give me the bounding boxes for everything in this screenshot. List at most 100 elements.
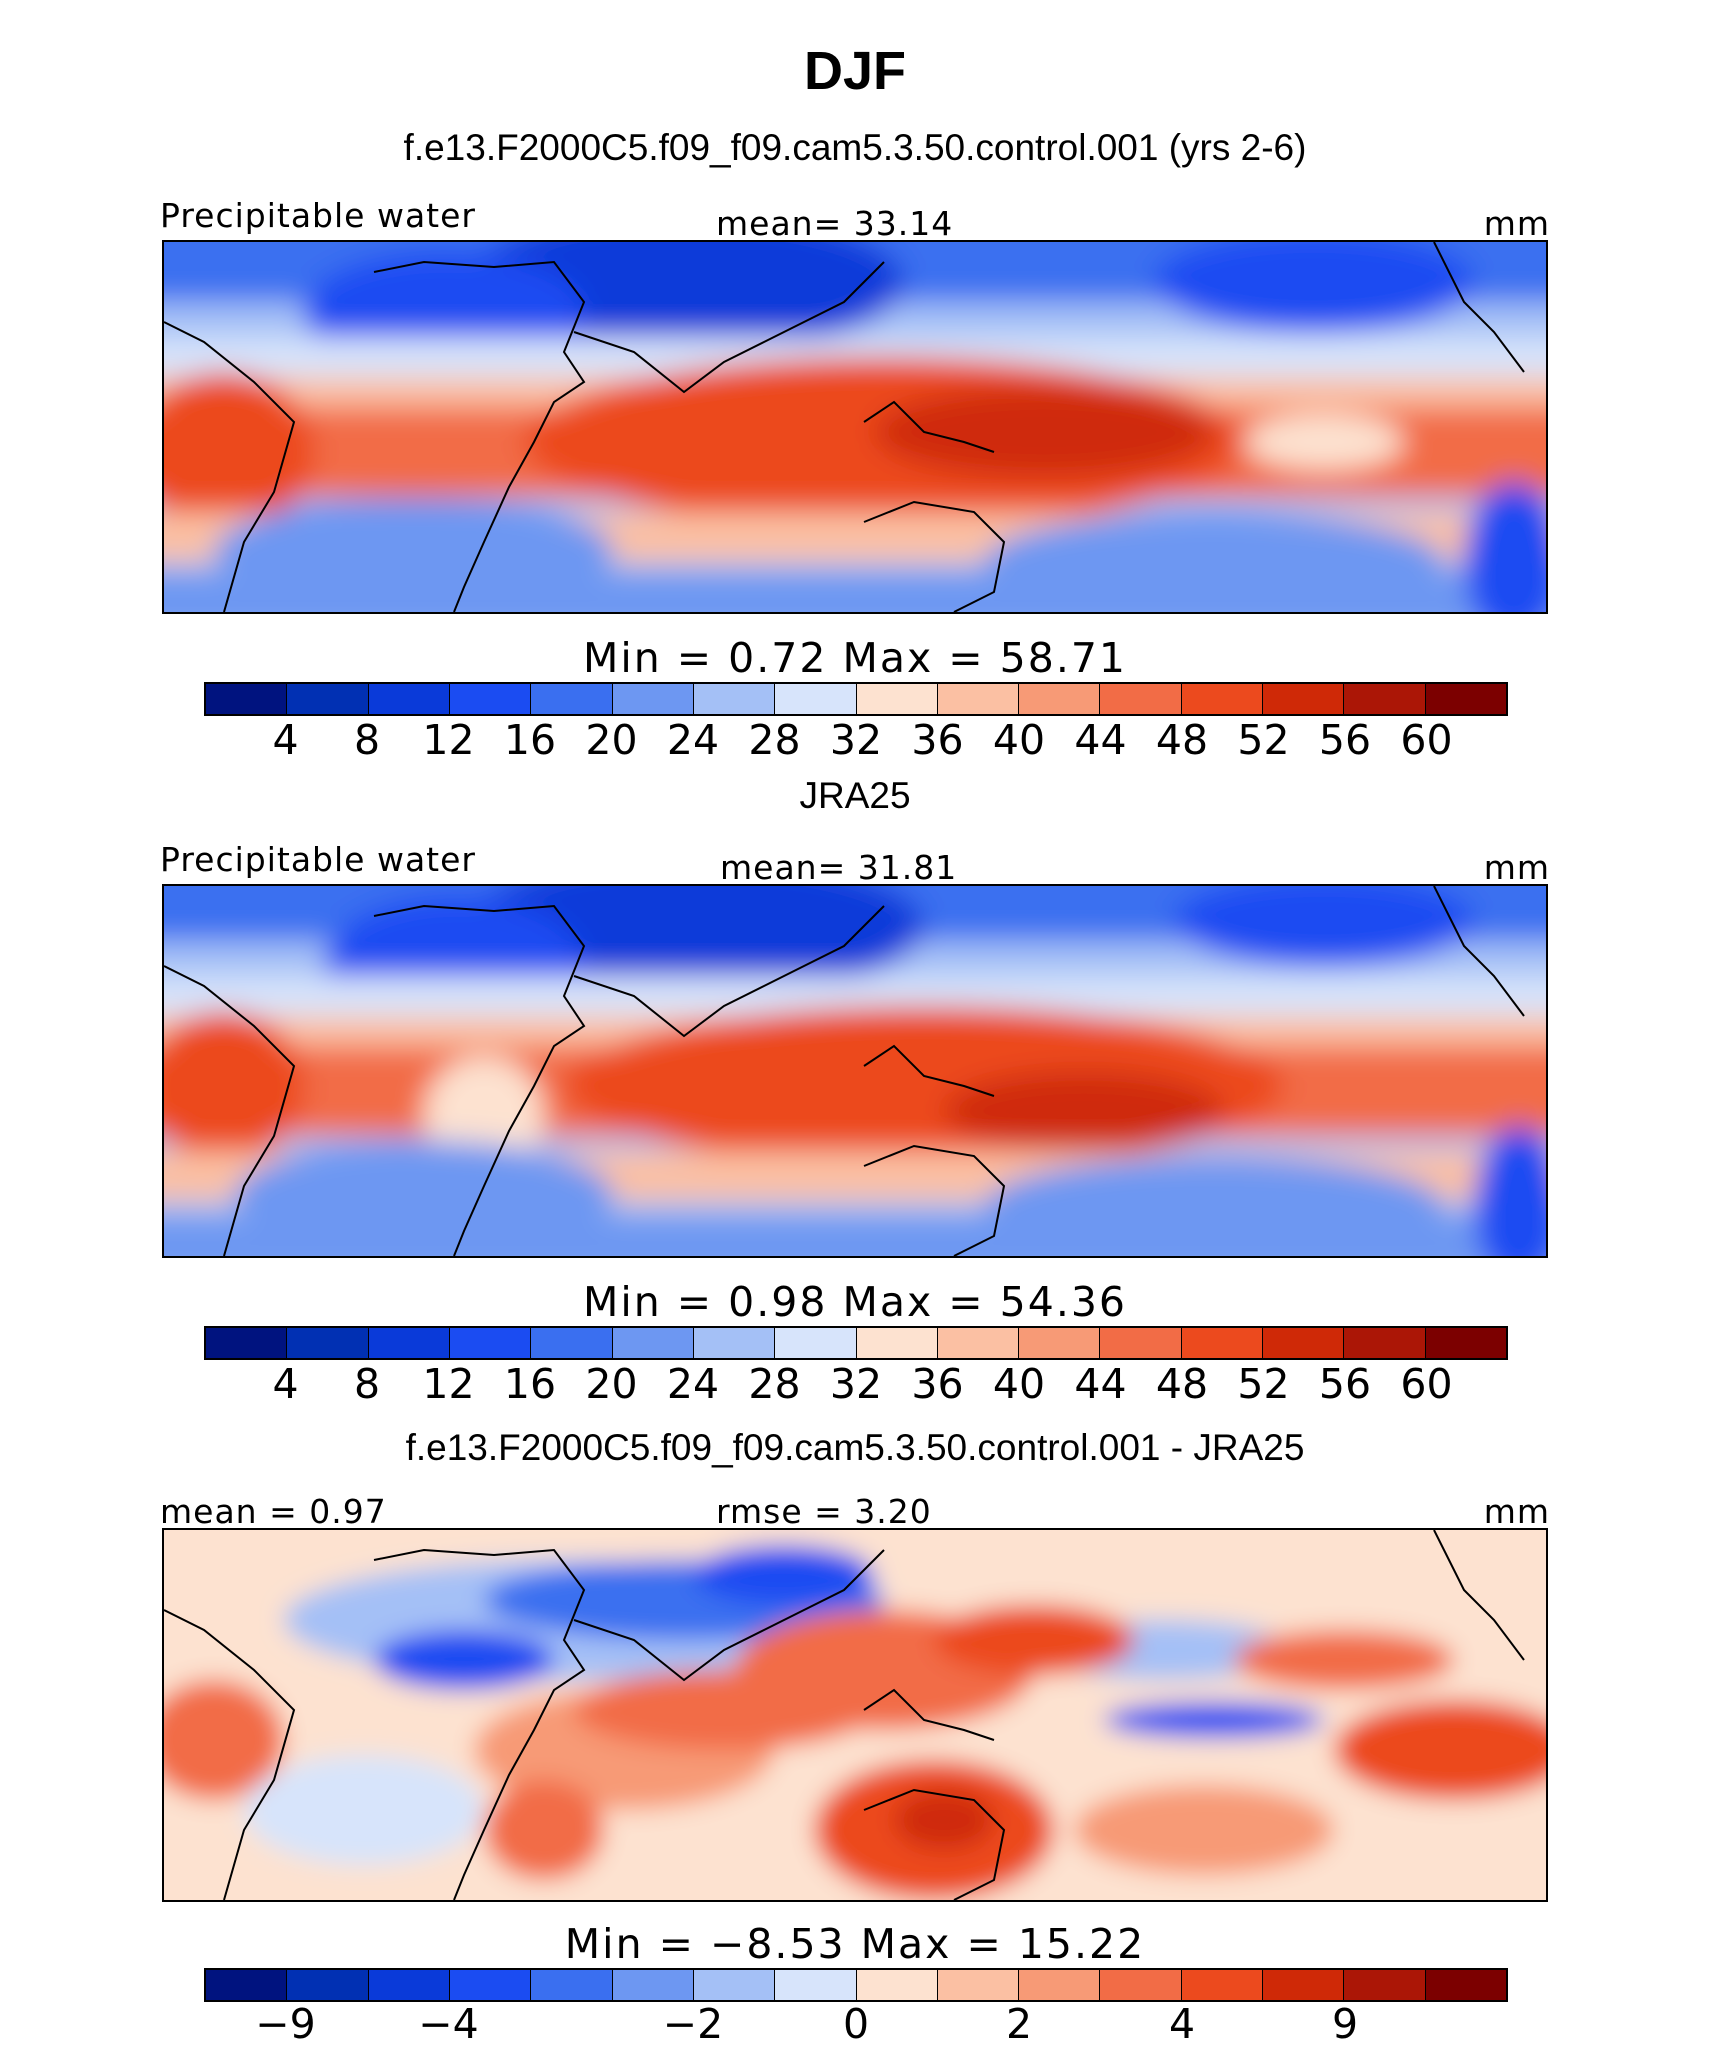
colorbar-tick-label: 32 [829, 716, 883, 764]
colorbar-swatch [856, 1328, 938, 1358]
panel-3-title: f.e13.F2000C5.f09_f09.cam5.3.50.control.… [405, 1427, 1305, 1468]
colorbar-swatch [937, 684, 1020, 714]
colorbar-swatch [368, 1328, 450, 1358]
colorbar-swatch [693, 684, 776, 714]
colorbar-tick-label: 56 [1318, 1360, 1372, 1408]
colorbar-tick-label: 36 [911, 1360, 964, 1408]
panel-3-map-svg [164, 1530, 1546, 1900]
colorbar-swatch [612, 1328, 694, 1358]
panel-2-colorbar [204, 1326, 1508, 1360]
panel-1-map [162, 240, 1548, 614]
colorbar-swatch [1425, 684, 1506, 714]
colorbar-tick-label: 2 [1005, 2000, 1033, 2048]
colorbar-tick-label: 60 [1400, 1360, 1453, 1408]
panel-1-mean-label: mean= 33.14 [716, 204, 954, 243]
colorbar-swatch [287, 684, 369, 714]
colorbar-swatch [1181, 1328, 1264, 1358]
panel-1-min-max: Min = 0.72 Max = 58.71 [582, 634, 1128, 682]
panel-2-title: JRA25 [799, 775, 911, 816]
colorbar-swatch [287, 1328, 369, 1358]
colorbar-tick-label: 4 [1168, 2000, 1196, 2048]
colorbar-tick-label: 20 [585, 716, 638, 764]
colorbar-tick-label: 12 [422, 716, 475, 764]
colorbar-tick-label: 44 [1074, 1360, 1127, 1408]
colorbar-swatch [693, 1328, 776, 1358]
colorbar-tick-label: 60 [1400, 716, 1453, 764]
figure-title: DJF [803, 41, 906, 101]
colorbar-swatch [206, 1970, 288, 2000]
colorbar-swatch [1344, 1970, 1426, 2000]
colorbar-swatch [531, 1328, 613, 1358]
colorbar-swatch [531, 684, 613, 714]
colorbar-tick-label: 4 [272, 1360, 299, 1408]
colorbar-tick-label: 20 [585, 1360, 638, 1408]
colorbar-swatch [1263, 684, 1345, 714]
panel-3-colorbar [204, 1968, 1508, 2002]
panel-1-colorbar [204, 682, 1508, 716]
panel-2-mean-label: mean= 31.81 [720, 848, 958, 887]
colorbar-tick-label: 40 [992, 716, 1046, 764]
colorbar-swatch [1344, 1328, 1426, 1358]
colorbar-tick-label: −9 [255, 2000, 316, 2048]
colorbar-tick-label: 9 [1331, 2000, 1359, 2048]
colorbar-swatch [775, 684, 857, 714]
colorbar-tick-label: 24 [666, 716, 720, 764]
panel-2-min-max: Min = 0.98 Max = 54.36 [582, 1278, 1128, 1326]
panel-3-mean-label: mean = 0.97 [160, 1492, 387, 1531]
panel-2-colorbar-ticks: 4 8 12 16 20 24 28 32 36 40 44 48 52 56 60 [204, 1360, 1508, 1410]
colorbar-swatch [1425, 1328, 1506, 1358]
colorbar-tick-label: 28 [748, 716, 801, 764]
colorbar-tick-label: 56 [1318, 716, 1372, 764]
colorbar-tick-label: 48 [1155, 1360, 1209, 1408]
colorbar-tick-label: 52 [1237, 1360, 1290, 1408]
colorbar-swatch [612, 1970, 694, 2000]
panel-1-map-svg [164, 242, 1546, 612]
colorbar-swatch [1100, 1970, 1182, 2000]
colorbar-swatch [206, 684, 288, 714]
panel-1-field-label: Precipitable water [160, 196, 476, 235]
panel-3-rmse-label: rmse = 3.20 [716, 1492, 932, 1531]
colorbar-swatch [775, 1328, 857, 1358]
panel-1-colorbar-ticks: 4 8 12 16 20 24 28 32 36 40 44 48 52 56 60 [204, 716, 1508, 766]
colorbar-swatch [856, 684, 938, 714]
colorbar-tick-label: −4 [418, 2000, 479, 2048]
colorbar-tick-label: 8 [353, 1360, 381, 1408]
colorbar-tick-label: 16 [503, 1360, 557, 1408]
panel-3-map [162, 1528, 1548, 1902]
colorbar-tick-label: 4 [272, 716, 299, 764]
colorbar-tick-label: −2 [662, 2000, 724, 2048]
colorbar-tick-label: 44 [1074, 716, 1127, 764]
panel-3-min-max: Min = −8.53 Max = 15.22 [564, 1920, 1146, 1968]
colorbar-swatch [1019, 684, 1101, 714]
colorbar-swatch [1263, 1328, 1345, 1358]
colorbar-swatch [1100, 684, 1182, 714]
colorbar-swatch [449, 1328, 532, 1358]
colorbar-tick-label: 16 [503, 716, 557, 764]
colorbar-swatch [612, 684, 694, 714]
colorbar-swatch [856, 1970, 938, 2000]
colorbar-tick-label: 40 [992, 1360, 1046, 1408]
panel-1-title: f.e13.F2000C5.f09_f09.cam5.3.50.control.… [403, 127, 1307, 168]
panel-2-field-label: Precipitable water [160, 840, 476, 879]
colorbar-tick-label: 0 [842, 2000, 870, 2048]
colorbar-tick-label: 48 [1155, 716, 1209, 764]
colorbar-swatch [1019, 1970, 1101, 2000]
panel-1-units-label: mm [1483, 204, 1550, 243]
colorbar-tick-label: 24 [666, 1360, 720, 1408]
panel-3-units-label: mm [1483, 1492, 1550, 1531]
colorbar-tick-label: 36 [911, 716, 964, 764]
colorbar-swatch [937, 1328, 1020, 1358]
colorbar-swatch [775, 1970, 857, 2000]
colorbar-swatch [449, 684, 532, 714]
colorbar-swatch [1181, 684, 1264, 714]
colorbar-swatch [1100, 1328, 1182, 1358]
colorbar-tick-label: 12 [422, 1360, 475, 1408]
colorbar-swatch [1344, 684, 1426, 714]
panel-2-map-svg [164, 886, 1546, 1256]
colorbar-swatch [1425, 1970, 1506, 2000]
colorbar-swatch [937, 1970, 1020, 2000]
colorbar-swatch [1181, 1970, 1264, 2000]
colorbar-swatch [531, 1970, 613, 2000]
colorbar-swatch [1263, 1970, 1345, 2000]
colorbar-swatch [368, 1970, 450, 2000]
